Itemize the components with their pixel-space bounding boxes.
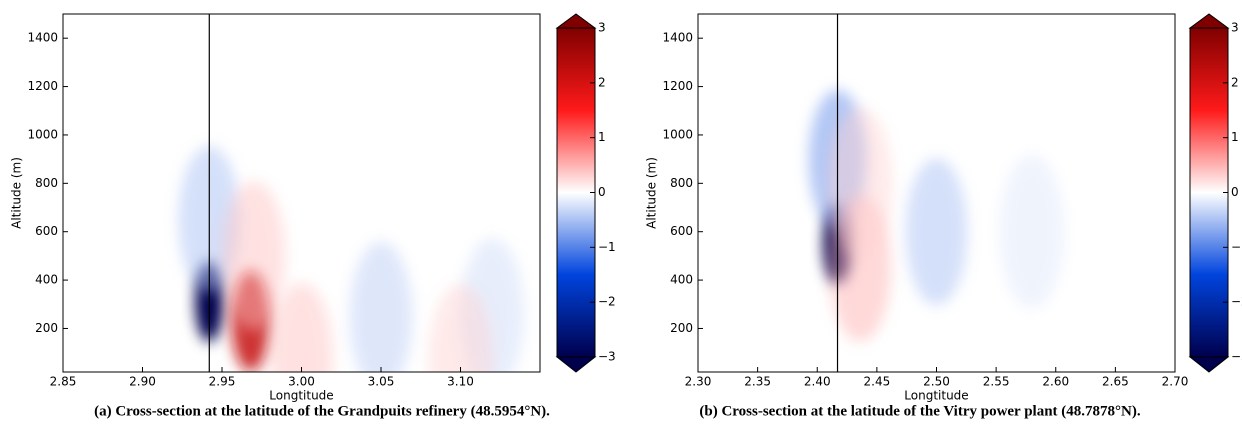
colorbar-tick-label: 2	[598, 75, 606, 89]
y-tick-label: 1000	[662, 127, 693, 141]
field	[178, 146, 525, 372]
y-tick-label: 1000	[27, 127, 58, 141]
y-tick-label: 1400	[27, 31, 58, 45]
colorbar-tick-label: −3	[598, 350, 616, 364]
x-tick-label: 2.60	[1042, 375, 1069, 389]
x-tick-label: 2.65	[1102, 375, 1129, 389]
x-tick-label: 2.95	[209, 375, 236, 389]
colorbar-tick-label: 1	[1231, 130, 1239, 144]
colorbar-tick-label: −1	[598, 240, 616, 254]
contour-feature	[270, 282, 333, 372]
x-tick-label: 2.40	[804, 375, 831, 389]
y-tick-label: 200	[35, 321, 58, 335]
colorbar	[556, 27, 596, 358]
contour-feature	[999, 154, 1065, 310]
colorbar-tick-label: 0	[1231, 185, 1239, 199]
colorbar-tick-label: −2	[1231, 295, 1242, 309]
x-tick-label: 2.50	[923, 375, 950, 389]
x-tick-label: 2.45	[864, 375, 891, 389]
x-tick-label: 2.30	[685, 375, 712, 389]
y-tick-label: 1200	[27, 79, 58, 93]
y-axis-label: Altitude (m)	[645, 157, 659, 229]
y-tick-label: 800	[670, 176, 693, 190]
y-tick-label: 800	[35, 176, 58, 190]
colorbar-tick-label: 0	[598, 185, 606, 199]
caption: (a) Cross-section at the latitude of the…	[94, 403, 550, 419]
x-tick-label: 2.55	[983, 375, 1010, 389]
caption: (b) Cross-section at the latitude of the…	[699, 403, 1140, 419]
contour-feature	[428, 283, 493, 372]
colorbar-tick-label: −1	[1231, 240, 1242, 254]
colorbar-tick-label: 3	[598, 21, 606, 35]
y-axis-label: Altitude (m)	[10, 157, 24, 229]
y-tick-label: 400	[670, 273, 693, 287]
x-tick-label: 2.35	[744, 375, 771, 389]
y-tick-label: 600	[670, 224, 693, 238]
x-tick-label: 3.00	[288, 375, 315, 389]
colorbar-tick-label: 2	[1231, 75, 1239, 89]
contour-feature	[905, 158, 968, 306]
x-tick-label: 3.10	[447, 375, 474, 389]
colorbar-tick-label: 1	[598, 130, 606, 144]
field	[808, 89, 1065, 342]
y-tick-label: 1200	[662, 79, 693, 93]
y-tick-label: 600	[35, 224, 58, 238]
x-axis-label: Longtitude	[269, 389, 333, 403]
y-tick-label: 1400	[662, 31, 693, 45]
x-tick-label: 2.70	[1162, 375, 1189, 389]
contour-feature	[222, 181, 286, 331]
x-tick-label: 3.05	[368, 375, 395, 389]
colorbar-tick-label: −2	[598, 295, 616, 309]
colorbar	[1189, 27, 1229, 358]
contour-feature	[828, 107, 893, 260]
colorbar-tick-label: 3	[1231, 21, 1239, 35]
colorbar-top	[1188, 13, 1230, 29]
x-axis-label: Longtitude	[904, 389, 968, 403]
y-tick-label: 400	[35, 273, 58, 287]
colorbar-bottom	[1188, 356, 1230, 373]
x-tick-label: 2.90	[129, 375, 156, 389]
colorbar-bottom	[555, 356, 597, 373]
y-tick-label: 200	[670, 321, 693, 335]
x-tick-label: 2.85	[50, 375, 77, 389]
contour-feature	[349, 241, 413, 372]
colorbar-tick-label: −3	[1231, 350, 1242, 364]
colorbar-top	[555, 13, 597, 29]
